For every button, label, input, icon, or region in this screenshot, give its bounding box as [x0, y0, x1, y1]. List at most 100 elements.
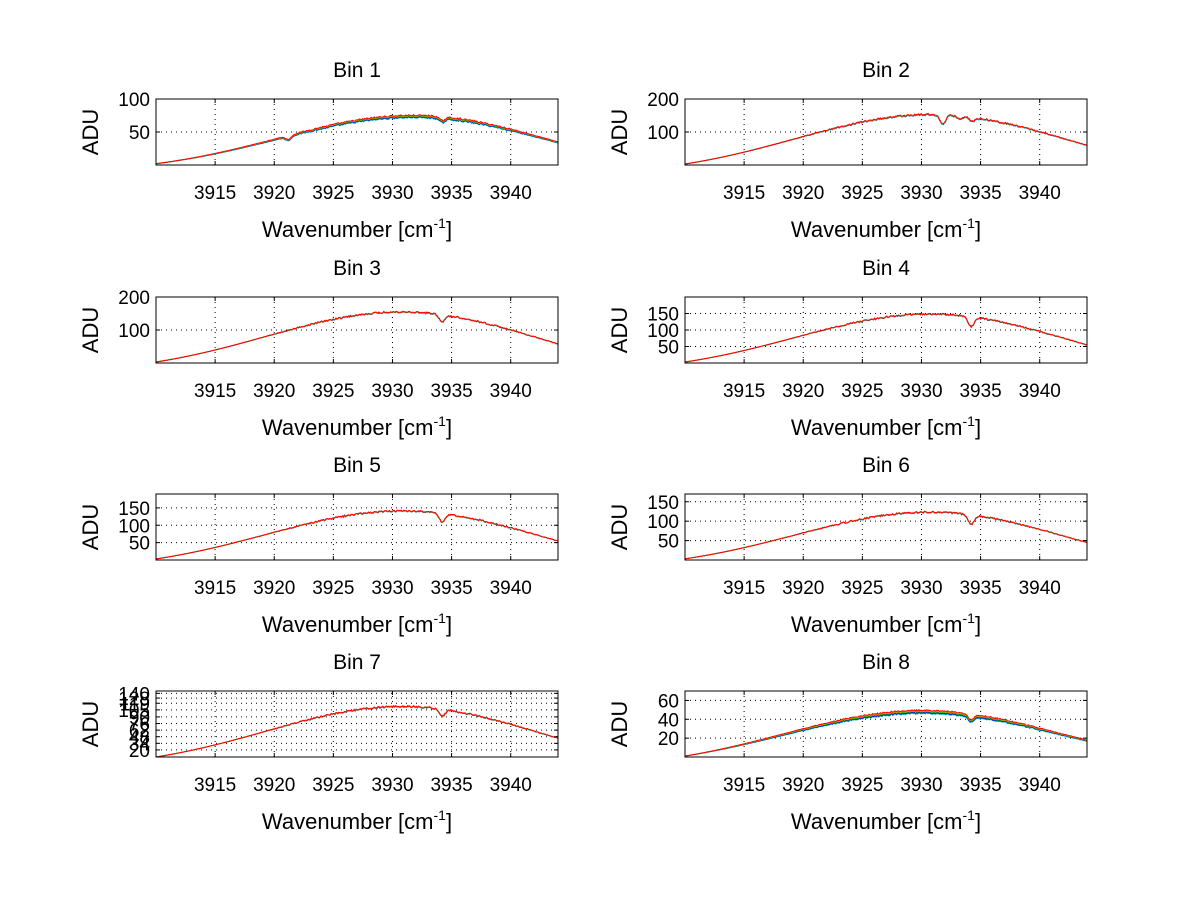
x-tick-label: 3920: [253, 381, 295, 402]
spectrum-line: [684, 510, 1088, 560]
x-tick-label: 3915: [194, 183, 236, 204]
y-tick-label: 60: [658, 691, 679, 712]
x-tick-label: 3920: [253, 775, 295, 796]
x-tick-label: 3920: [253, 183, 295, 204]
x-tick-label: 3920: [782, 775, 824, 796]
x-tick-label: 3915: [723, 775, 765, 796]
spectrum-line: [684, 312, 1088, 363]
spectrum-line: [155, 510, 559, 560]
spectrum-line: [684, 511, 1088, 560]
spectrum-line: [684, 312, 1088, 363]
spectrum-line: [155, 509, 559, 560]
y-tick-label: 140: [118, 684, 150, 705]
subplot-title: Bin 3: [333, 257, 381, 280]
spectrum-line: [155, 115, 559, 165]
x-tick-label: 3930: [900, 381, 942, 402]
x-tick-label: 3925: [312, 775, 354, 796]
subplot-title: Bin 7: [333, 651, 381, 674]
x-axis-label: Wavenumber [cm-1]: [791, 807, 981, 834]
spectrum-line: [155, 310, 559, 363]
y-axis-label: ADU: [607, 504, 632, 550]
x-tick-label: 3925: [841, 381, 883, 402]
x-tick-label: 3925: [312, 183, 354, 204]
x-tick-label: 3935: [430, 775, 472, 796]
y-tick-label: 200: [118, 288, 150, 309]
x-tick-label: 3915: [723, 578, 765, 599]
x-tick-label: 3920: [782, 381, 824, 402]
y-axis-label: ADU: [607, 109, 632, 155]
x-tick-label: 3935: [430, 183, 472, 204]
y-tick-label: 128: [118, 689, 150, 710]
x-tick-label: 3940: [490, 775, 532, 796]
y-tick-label: 48: [129, 728, 150, 749]
spectrum-line: [684, 710, 1088, 757]
y-axis-label: ADU: [78, 504, 103, 550]
x-tick-label: 3930: [371, 578, 413, 599]
y-tick-label: 100: [647, 512, 679, 533]
spectrum-line: [684, 113, 1088, 165]
spectrum-line: [684, 112, 1088, 165]
y-tick-label: 105: [118, 701, 150, 722]
axes-box: [155, 493, 559, 561]
y-tick-label: 100: [647, 123, 679, 144]
y-tick-label: 76: [129, 715, 150, 736]
spectrum-line: [684, 113, 1088, 165]
x-tick-label: 3915: [723, 381, 765, 402]
x-tick-label: 3920: [253, 578, 295, 599]
subplot-title: Bin 6: [862, 454, 910, 477]
x-tick-label: 3940: [1019, 775, 1061, 796]
spectrum-line: [684, 511, 1088, 560]
x-tick-label: 3930: [900, 183, 942, 204]
y-tick-label: 100: [647, 321, 679, 342]
subplot-title: Bin 5: [333, 454, 381, 477]
spectrum-line: [155, 509, 559, 560]
subplot-title: Bin 4: [862, 257, 910, 280]
spectrum-line: [684, 313, 1088, 363]
x-tick-label: 3935: [430, 381, 472, 402]
y-tick-label: 150: [118, 499, 150, 520]
y-axis-label: ADU: [607, 307, 632, 353]
spectrum-line: [155, 705, 559, 758]
subplot-title: Bin 8: [862, 651, 910, 674]
spectrum-line: [155, 704, 559, 758]
x-tick-label: 3915: [723, 183, 765, 204]
spectrum-line: [684, 708, 1088, 757]
y-tick-label: 119: [120, 694, 150, 715]
x-axis-label: Wavenumber [cm-1]: [791, 610, 981, 637]
subplot-2: Bin 2 3915 3920 3925 3930 3935 3940 100 200 Waven…: [607, 59, 1088, 242]
spectrum-line: [155, 310, 559, 363]
y-tick-label: 50: [658, 532, 679, 553]
axes-box: [684, 690, 1088, 758]
spectrum-line: [684, 113, 1088, 165]
y-axis-label: ADU: [78, 701, 103, 747]
spectrum-line: [155, 115, 559, 165]
x-tick-label: 3940: [490, 578, 532, 599]
spectrum-line: [684, 113, 1088, 165]
x-tick-label: 3930: [371, 183, 413, 204]
y-tick-label: 40: [658, 710, 679, 731]
x-tick-label: 3925: [312, 381, 354, 402]
y-tick-label: 100: [118, 321, 150, 342]
y-tick-label: 20: [129, 741, 150, 762]
subplot-1: Bin 1 3915 3920 3925 3930 3935 3940 50 100 Wavenu…: [78, 59, 559, 242]
y-tick-label: 62: [129, 721, 150, 742]
y-tick-label: 20: [658, 729, 679, 750]
spectrum-line: [155, 509, 559, 560]
x-axis-label: Wavenumber [cm-1]: [262, 610, 452, 637]
x-tick-label: 3925: [841, 775, 883, 796]
subplot-title: Bin 2: [862, 59, 910, 82]
spectrum-line: [155, 311, 559, 363]
spectrum-line: [155, 311, 559, 363]
spectrum-line: [155, 509, 559, 560]
x-tick-label: 3935: [959, 578, 1001, 599]
subplot-3: Bin 3 3915 3920 3925 3930 3935 3940 100 200 Waven…: [78, 257, 559, 440]
x-tick-label: 3920: [782, 183, 824, 204]
x-tick-label: 3925: [841, 183, 883, 204]
x-tick-label: 3940: [1019, 578, 1061, 599]
y-tick-label: 50: [129, 123, 150, 144]
spectrum-line: [684, 312, 1088, 363]
